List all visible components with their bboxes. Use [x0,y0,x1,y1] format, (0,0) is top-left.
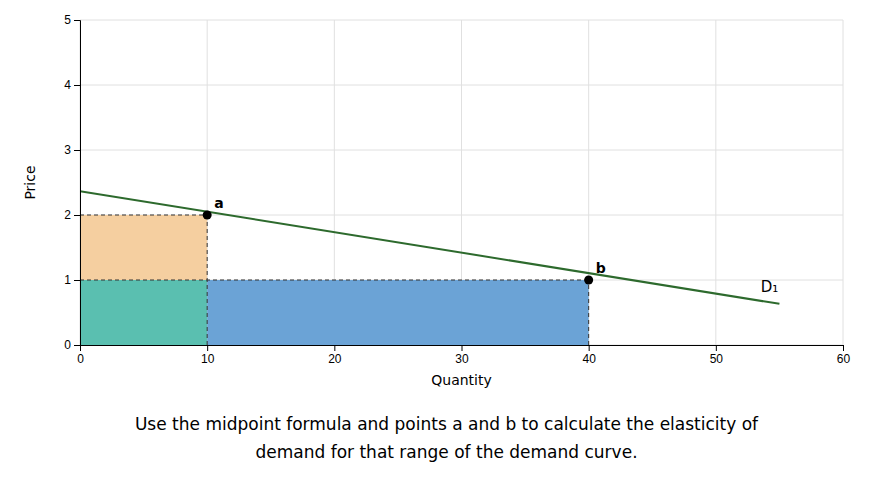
guide-line [80,215,207,216]
x-tick: 20 [328,345,342,366]
y-tick-mark [74,280,80,281]
grid-line [80,150,843,151]
y-tick-mark [74,20,80,21]
y-tick-label: 3 [64,143,71,157]
grid-line [80,20,843,21]
x-tick-mark [843,345,844,351]
point [203,211,212,220]
y-tick-label: 5 [64,13,71,27]
point-label: a [214,195,223,211]
grid-line [715,20,716,345]
x-axis-line [81,346,844,352]
x-tick-label: 40 [582,352,596,366]
y-tick: 3 [64,143,80,157]
x-tick-label: 50 [710,352,724,366]
x-tick: 10 [201,345,215,366]
x-tick-label: 60 [837,352,851,366]
x-tick-label: 0 [77,352,84,366]
y-tick-label: 2 [64,208,71,222]
x-tick-label: 20 [328,352,342,366]
grid-line [80,215,843,216]
y-tick-label: 0 [64,338,71,352]
y-axis: 0 1 2 3 4 5 [64,13,80,352]
x-tick-mark [207,345,208,351]
y-tick: 1 [64,273,80,287]
marks [80,191,779,345]
line-label: D₁ [761,278,779,296]
grid-line [80,85,843,86]
x-tick-mark [462,345,463,351]
y-tick-label: 1 [64,273,71,287]
y-tick-mark [74,215,80,216]
y-tick-mark [74,345,80,346]
caption: Use the midpoint formula and points a an… [135,414,759,434]
grid-line [843,20,844,345]
y-tick-label: 4 [64,78,71,92]
y-axis-line [74,21,81,346]
x-tick-mark [716,345,717,351]
area-rect [80,215,207,280]
y-axis-title: Price [22,165,38,199]
guide-line [80,280,589,281]
y-tick: 5 [64,13,80,27]
plot: 0 10 20 30 40 50 60 0 1 2 3 4 5 D₁ a b Quantity Price [22,13,850,388]
point-label: b [596,260,606,276]
labels: D₁ a b [214,195,778,296]
area-rect [80,280,207,345]
x-tick: 60 [837,345,851,366]
x-axis: 0 10 20 30 40 50 60 [77,345,850,366]
x-tick: 40 [582,345,596,366]
y-tick-mark [74,150,80,151]
demand-line [80,191,779,304]
y-tick-mark [74,85,80,86]
caption: demand for that range of the demand curv… [255,442,637,462]
x-tick-mark [589,345,590,351]
grid-line [80,280,843,281]
x-tick: 0 [77,345,84,366]
guide-line [588,280,589,345]
y-tick: 4 [64,78,80,92]
x-axis-title: Quantity [431,372,492,388]
grid [80,20,843,345]
x-tick-label: 30 [455,352,469,366]
x-tick-mark [334,345,335,351]
x-tick: 50 [710,345,724,366]
y-tick: 0 [64,338,80,352]
y-tick: 2 [64,208,80,222]
area-rect [207,280,588,345]
chart: 0 10 20 30 40 50 60 0 1 2 3 4 5 D₁ a b Quantity Price Use … [0,0,893,495]
x-tick-label: 10 [201,352,215,366]
point [584,276,593,285]
x-tick: 30 [455,345,469,366]
